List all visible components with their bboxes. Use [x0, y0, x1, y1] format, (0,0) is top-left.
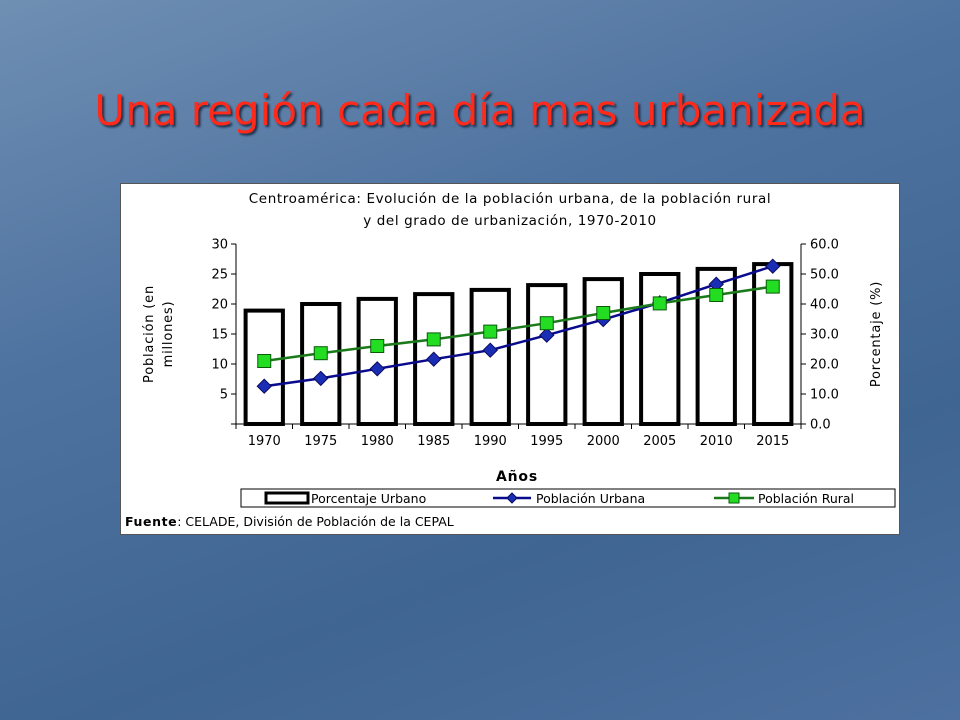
point-poblacion-rural-1985	[426, 332, 441, 347]
bar-porcentaje-urbano-1995	[526, 283, 568, 426]
x-tick-label: 2000	[587, 434, 620, 449]
chart-svg: Centroamérica: Evolución de la población…	[125, 191, 896, 529]
y-right-tick-label: 60.0	[810, 238, 839, 253]
point-poblacion-rural-1980	[370, 339, 385, 353]
source-label: Fuente	[125, 514, 177, 529]
chart-title-line-2: y del grado de urbanización, 1970-2010	[363, 213, 656, 229]
y-left-tick-label: 30	[211, 238, 228, 253]
point-poblacion-urbana-1970	[256, 378, 272, 394]
point-poblacion-rural-1990	[483, 324, 498, 339]
x-axis-label: Años	[496, 469, 538, 485]
slide-title: Una región cada día mas urbanizada	[94, 86, 866, 135]
legend-marker-poblacion-urbana	[506, 492, 518, 504]
y-left-tick-label: 15	[211, 328, 228, 343]
x-tick-label: 1990	[474, 434, 507, 449]
legend-marker-poblacion-rural	[728, 492, 740, 504]
y-right-tick-label: 0.0	[810, 418, 831, 433]
legend: Porcentaje Urbano Población Urbana Pobla…	[240, 488, 896, 508]
point-poblacion-rural-2015	[765, 279, 780, 294]
plot-area: 5 10 15 20 25 30 0.0 10.0 20.0 30.0 40.0 50.0 60.0 19…	[211, 238, 839, 450]
x-tick-label: 2015	[756, 434, 789, 449]
point-poblacion-urbana-2015	[765, 258, 781, 274]
bar-porcentaje-urbano-2000	[582, 277, 624, 426]
chart-title-line-1: Centroamérica: Evolución de la población…	[249, 191, 771, 207]
x-tick-label: 1985	[417, 434, 450, 449]
x-tick-label: 1970	[248, 434, 281, 449]
point-poblacion-rural-1975	[313, 346, 328, 361]
y-right-tick-label: 50.0	[810, 268, 839, 283]
y-right-tick-label: 20.0	[810, 358, 839, 373]
bar-porcentaje-urbano-1975	[300, 302, 342, 426]
legend-label-poblacion-rural: Población Rural	[758, 491, 854, 506]
y-right-tick-label: 40.0	[810, 298, 839, 313]
line-poblacion-urbana	[264, 265, 774, 388]
source-note: Fuente: CELADE, División de Población de…	[125, 514, 454, 529]
legend-swatch-porcentaje-urbano	[264, 491, 310, 505]
y-left-tick-label: 25	[211, 268, 228, 283]
point-poblacion-rural-2010	[709, 288, 724, 302]
y-left-tick-label: 20	[211, 298, 228, 313]
y-left-label-line-2: millones)	[161, 301, 176, 368]
legend-label-poblacion-urbana: Población Urbana	[536, 491, 645, 506]
point-poblacion-rural-1995	[539, 316, 554, 331]
x-tick-label: 1995	[530, 434, 563, 449]
line-poblacion-rural	[264, 285, 773, 363]
y-right-label: Porcentaje (%)	[869, 281, 884, 387]
point-poblacion-urbana-1980	[369, 361, 385, 377]
y-left-label-line-1: Población (en	[142, 285, 157, 383]
point-poblacion-urbana-1995	[539, 327, 555, 343]
source-text: : CELADE, División de Población de la CE…	[177, 514, 453, 529]
point-poblacion-rural-2005	[652, 296, 667, 311]
point-poblacion-urbana-1975	[313, 370, 329, 387]
y-right-tick-label: 30.0	[810, 328, 839, 343]
point-poblacion-urbana-1985	[426, 351, 442, 367]
point-poblacion-urbana-1990	[482, 342, 498, 358]
x-tick-label: 2005	[643, 434, 676, 449]
chart-container: Centroamérica: Evolución de la población…	[120, 183, 900, 535]
y-left-tick-label: 5	[220, 388, 228, 403]
y-right-tick-label: 10.0	[810, 388, 839, 403]
point-poblacion-rural-1970	[257, 354, 272, 368]
x-tick-label: 1975	[304, 434, 337, 449]
point-poblacion-rural-2000	[596, 306, 611, 320]
legend-label-porcentaje-urbano: Porcentaje Urbano	[311, 491, 426, 506]
y-left-tick-label: 10	[211, 358, 228, 373]
x-tick-label: 1980	[361, 434, 394, 449]
x-tick-label: 2010	[700, 434, 733, 449]
